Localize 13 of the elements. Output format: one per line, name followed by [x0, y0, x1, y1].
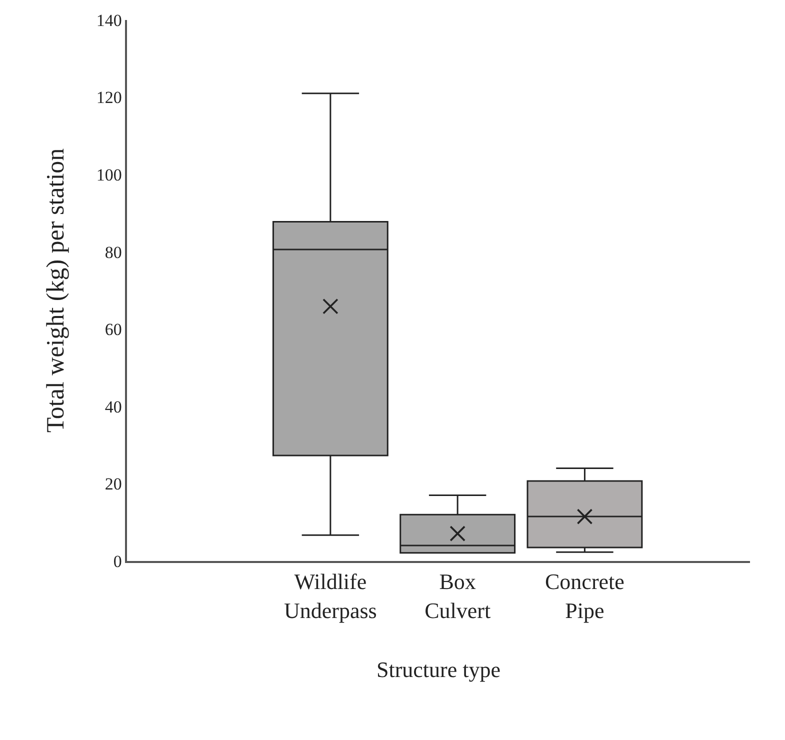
y-tick-label: 20 — [104, 474, 122, 494]
x-tick-label: Box Culvert — [424, 569, 491, 623]
y-tick-label: 140 — [96, 10, 122, 30]
x-tick-label: Wildlife Underpass — [284, 569, 377, 623]
y-tick-label: 0 — [113, 552, 122, 571]
y-tick-label: 40 — [104, 397, 122, 416]
x-axis-title: Structure type — [376, 657, 501, 682]
y-tick-label: 120 — [96, 88, 122, 108]
x-tick-label: Concrete Pipe — [545, 569, 624, 623]
y-tick-label: 60 — [104, 320, 122, 340]
y-axis-title: Total weight (kg) per station — [42, 148, 70, 433]
y-tick-label: 100 — [96, 166, 122, 185]
y-tick-label: 80 — [104, 242, 122, 262]
